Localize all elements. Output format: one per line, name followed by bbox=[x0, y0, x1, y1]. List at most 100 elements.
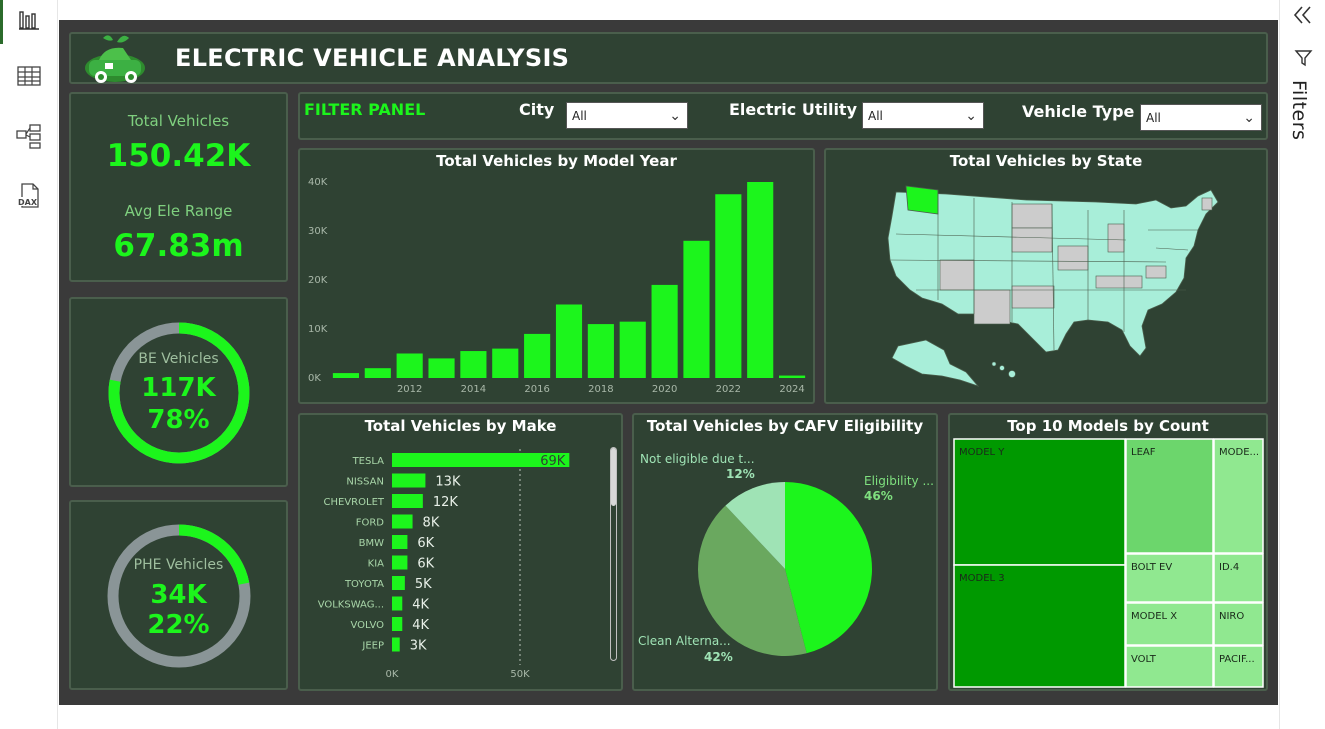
make-bar[interactable] bbox=[392, 453, 570, 467]
us-map-iowa[interactable] bbox=[1057, 245, 1089, 271]
treemap-cell[interactable] bbox=[953, 564, 1126, 688]
model-year-chart-title: Total Vehicles by Model Year bbox=[436, 152, 677, 170]
make-category-label: TOYOTA bbox=[344, 579, 384, 590]
treemap-cell[interactable] bbox=[1213, 602, 1264, 646]
us-map-svg[interactable] bbox=[826, 150, 1266, 402]
make-bar[interactable] bbox=[392, 535, 408, 549]
be-label: BE Vehicles bbox=[138, 351, 219, 367]
model-view-button[interactable] bbox=[8, 116, 50, 156]
phe-label: PHE Vehicles bbox=[133, 557, 224, 573]
treemap-cell[interactable] bbox=[1213, 438, 1264, 554]
year-bar[interactable] bbox=[555, 304, 583, 379]
make-bar[interactable] bbox=[392, 555, 408, 570]
us-map-nevada-utah[interactable] bbox=[939, 259, 975, 291]
city-filter-dropdown[interactable]: All ⌄ bbox=[566, 102, 688, 129]
treemap-cell[interactable] bbox=[1125, 553, 1214, 603]
us-map-north-dakota[interactable] bbox=[1011, 203, 1053, 229]
cafv-pct: 12% bbox=[726, 467, 755, 481]
table-view-button[interactable] bbox=[8, 56, 50, 96]
us-map-maine[interactable] bbox=[1201, 197, 1213, 211]
year-bar[interactable] bbox=[524, 333, 551, 378]
make-category-label: KIA bbox=[368, 559, 385, 570]
year-bar[interactable] bbox=[715, 194, 742, 378]
make-category-label: BMW bbox=[359, 538, 384, 549]
treemap-cell[interactable] bbox=[1125, 602, 1214, 646]
filter-icon-button[interactable] bbox=[1294, 48, 1314, 72]
chevron-down-icon: ⌄ bbox=[669, 108, 681, 124]
year-bar[interactable] bbox=[619, 321, 646, 378]
phe-donut-arc[interactable] bbox=[107, 524, 251, 668]
year-bar[interactable] bbox=[396, 353, 423, 379]
cafv-label: Eligibility ... bbox=[864, 474, 934, 488]
year-bar[interactable] bbox=[492, 348, 519, 378]
filter-panel: FILTER PANEL City All ⌄ Electric Utility… bbox=[298, 92, 1268, 140]
make-value-label: 4K bbox=[412, 618, 429, 633]
year-bar[interactable] bbox=[651, 284, 678, 378]
utility-filter-dropdown[interactable]: All ⌄ bbox=[862, 102, 984, 129]
cafv-slice[interactable] bbox=[785, 482, 873, 654]
dax-query-button[interactable]: DAX bbox=[8, 176, 50, 216]
year-bar[interactable] bbox=[428, 358, 455, 378]
year-bar[interactable] bbox=[779, 375, 806, 378]
vehicle-type-filter-dropdown[interactable]: All ⌄ bbox=[1140, 104, 1262, 131]
left-nav-rail: DAX bbox=[0, 0, 58, 729]
expand-filters-button[interactable] bbox=[1292, 4, 1314, 30]
year-y-tick: 20K bbox=[308, 275, 328, 286]
year-bar[interactable] bbox=[364, 368, 391, 378]
year-x-tick: 2014 bbox=[461, 384, 486, 395]
make-bar[interactable] bbox=[392, 514, 413, 529]
treemap-cell[interactable] bbox=[1125, 645, 1214, 688]
treemap-cell[interactable] bbox=[1213, 645, 1264, 688]
us-map-oklahoma[interactable] bbox=[1011, 285, 1055, 309]
year-x-tick: 2018 bbox=[588, 384, 613, 395]
year-bar[interactable] bbox=[460, 351, 487, 378]
make-x-tick: 50K bbox=[510, 669, 530, 680]
make-bar[interactable] bbox=[392, 473, 426, 488]
us-map-new-mexico[interactable] bbox=[973, 289, 1011, 325]
cafv-chart-title: Total Vehicles by CAFV Eligibility bbox=[646, 417, 924, 435]
make-category-label: JEEP bbox=[361, 641, 384, 652]
report-view-button[interactable] bbox=[8, 0, 50, 40]
svg-text:DAX: DAX bbox=[18, 198, 38, 207]
phe-vehicles-donut[interactable]: PHE Vehicles 34K 22% bbox=[69, 500, 288, 690]
year-bar[interactable] bbox=[747, 182, 774, 378]
us-map-alaska[interactable] bbox=[891, 339, 980, 387]
year-bar[interactable] bbox=[683, 240, 710, 378]
treemap-svg: MODEL Y MODEL 3 LEAF MODE... BOLT EV ID.4 MODE… bbox=[953, 438, 1264, 688]
make-bar[interactable] bbox=[392, 617, 403, 631]
year-bar[interactable] bbox=[587, 324, 614, 378]
us-map-washington[interactable] bbox=[905, 185, 939, 215]
top-models-treemap: Top 10 Models by Count MODEL Y MODEL 3 LEA… bbox=[948, 413, 1268, 691]
us-map-hawaii[interactable] bbox=[991, 361, 1016, 378]
cafv-pct: 42% bbox=[704, 650, 733, 664]
be-donut-svg bbox=[108, 322, 250, 464]
us-map-south-dakota[interactable] bbox=[1011, 227, 1053, 253]
treemap-label: VOLT bbox=[1131, 654, 1157, 665]
make-bar[interactable] bbox=[392, 576, 405, 590]
make-bar[interactable] bbox=[392, 494, 423, 508]
treemap-cell[interactable] bbox=[1213, 553, 1264, 603]
filters-label[interactable]: Filters bbox=[1288, 80, 1310, 141]
make-scrollbar-thumb[interactable] bbox=[611, 448, 616, 506]
us-map-west-virginia[interactable] bbox=[1145, 265, 1167, 279]
make-bar[interactable] bbox=[392, 596, 403, 611]
treemap-cell[interactable] bbox=[953, 438, 1126, 566]
be-vehicles-donut[interactable]: BE Vehicles 117K 78% bbox=[69, 297, 288, 487]
cafv-slice[interactable] bbox=[698, 505, 807, 656]
kpi-card: Total Vehicles 150.42K Avg Ele Range 67.… bbox=[69, 92, 288, 282]
double-chevron-left-icon bbox=[1293, 6, 1311, 24]
chevron-down-icon: ⌄ bbox=[1243, 110, 1255, 126]
make-scrollbar[interactable] bbox=[610, 447, 617, 661]
us-map-michigan[interactable] bbox=[1107, 223, 1125, 253]
vehicle-type-filter-label: Vehicle Type bbox=[1022, 102, 1135, 121]
make-bar[interactable] bbox=[392, 637, 400, 652]
be-donut-arc[interactable] bbox=[108, 322, 250, 464]
treemap-cell[interactable] bbox=[1125, 438, 1214, 554]
us-map-tennessee[interactable] bbox=[1095, 275, 1143, 289]
year-y-tick: 40K bbox=[308, 177, 328, 188]
make-value-label: 12K bbox=[433, 495, 459, 510]
year-bar[interactable] bbox=[332, 373, 359, 378]
header-banner: ELECTRIC VEHICLE ANALYSIS bbox=[69, 32, 1268, 84]
cafv-slice[interactable] bbox=[725, 482, 785, 569]
year-y-tick: 30K bbox=[308, 226, 328, 237]
